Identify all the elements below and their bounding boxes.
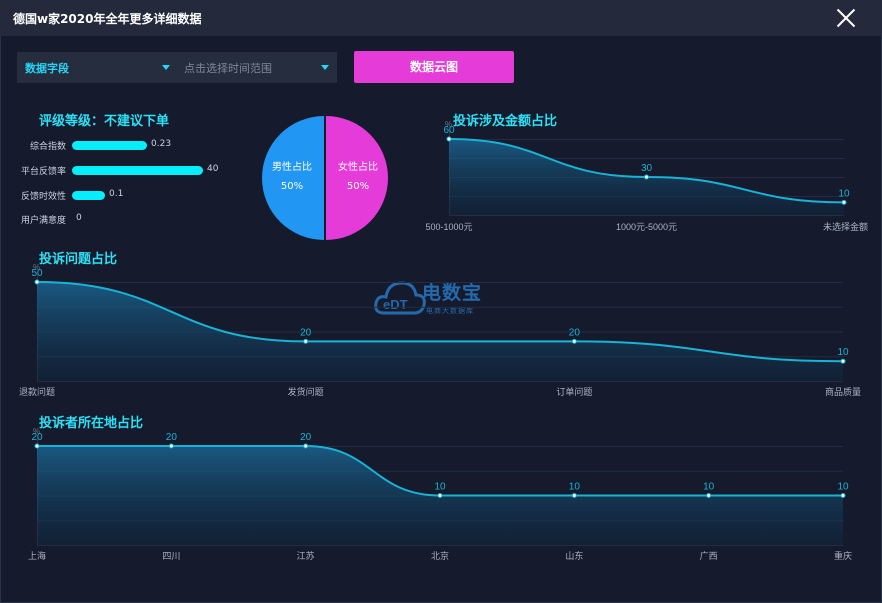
y-unit-label: % <box>445 120 452 129</box>
data-point <box>168 443 174 449</box>
data-label: 20 <box>166 432 178 443</box>
y-unit-label: % <box>33 427 40 436</box>
data-point <box>706 493 712 498</box>
x-tick-label: 退款问题 <box>19 386 55 397</box>
watermark-logo-text: eDT <box>383 297 408 312</box>
x-tick-label: 未选择金额 <box>823 221 868 232</box>
watermark-logo: eDT 电数宝 电商大数据库 <box>374 273 514 323</box>
y-unit-label: % <box>33 263 40 272</box>
data-point <box>840 358 846 364</box>
rating-row: 综合指数 0.23 <box>0 139 260 153</box>
chart-title-amount: 投诉涉及金额占比 <box>453 114 558 129</box>
x-tick-label: 上海 <box>28 550 46 561</box>
data-label: 10 <box>703 482 715 493</box>
gender-pie-chart <box>262 116 388 240</box>
data-cloud-button[interactable]: 数据云图 <box>354 51 514 83</box>
x-tick-label: 广西 <box>700 550 718 561</box>
chart-title-issue: 投诉问题占比 <box>39 252 118 267</box>
pie-female-value: 50% <box>346 181 370 192</box>
rating-label: 反馈时效性 <box>20 192 66 202</box>
data-point <box>34 443 40 449</box>
x-tick-label: 1000元-5000元 <box>616 222 677 232</box>
rating-title: 评级等级：不建议下单 <box>39 114 170 129</box>
x-tick-label: 发货问题 <box>288 386 324 397</box>
rating-row: 平台反馈率 40 <box>0 164 260 178</box>
data-label: 10 <box>837 482 849 493</box>
x-tick-label: 500-1000元 <box>425 222 472 232</box>
data-point <box>571 493 577 498</box>
watermark-subtitle: 电商大数据库 <box>426 307 474 315</box>
data-point <box>840 493 846 498</box>
series-line <box>36 281 844 363</box>
issue-area-chart: %50 退款问题 20 发货问题 20 订单问题 10 商品质量 <box>19 263 861 397</box>
data-label: 10 <box>569 482 581 493</box>
field-select[interactable]: 数据字段 <box>25 62 69 75</box>
rating-row: 用户满意度 0 <box>0 213 260 227</box>
rating-row: 反馈时效性 0.1 <box>0 189 260 203</box>
time-range-select[interactable]: 点击选择时间范围 <box>184 62 272 75</box>
data-point <box>437 493 443 498</box>
title-bar: 德国w家2020年全年更多详细数据 <box>0 0 882 36</box>
rating-value: 0.23 <box>151 139 172 149</box>
data-label: 60 <box>443 125 455 136</box>
data-point <box>446 136 452 142</box>
rating-bar <box>72 191 105 200</box>
pie-female-label: 女性占比 <box>338 162 378 173</box>
data-label: 20 <box>31 432 43 443</box>
close-icon[interactable] <box>834 6 858 30</box>
rating-label: 综合指数 <box>29 142 66 152</box>
rating-label: 平台反馈率 <box>20 167 66 177</box>
chart-title-location: 投诉者所在地占比 <box>39 416 144 431</box>
data-label: 10 <box>434 482 446 493</box>
rating-label: 用户满意度 <box>20 216 66 226</box>
watermark-name: 电数宝 <box>422 282 483 304</box>
pie-male-value: 50% <box>280 181 304 192</box>
x-tick-label: 山东 <box>565 550 583 561</box>
data-label: 30 <box>641 163 653 174</box>
data-label: 10 <box>838 188 850 199</box>
data-point <box>34 279 40 285</box>
data-label: 50 <box>31 268 43 279</box>
rating-value: 0 <box>76 213 82 223</box>
filter-bar: 数据字段 点击选择时间范围 <box>17 52 337 83</box>
rating-bar <box>72 141 147 150</box>
x-tick-label: 订单问题 <box>556 386 592 397</box>
chevron-down-icon[interactable] <box>321 65 329 70</box>
data-point <box>644 174 649 180</box>
data-label: 20 <box>300 432 312 443</box>
x-tick-label: 江苏 <box>297 550 315 561</box>
data-point <box>841 199 847 205</box>
rating-value: 40 <box>207 164 219 174</box>
x-tick-label: 商品质量 <box>825 386 861 397</box>
rating-bar <box>72 166 203 175</box>
x-tick-label: 四川 <box>162 551 180 561</box>
pie-slice-male <box>262 116 324 240</box>
pie-male-label: 男性占比 <box>272 162 312 173</box>
data-point <box>303 338 309 344</box>
data-point <box>303 443 309 449</box>
chevron-down-icon[interactable] <box>162 65 170 70</box>
data-point <box>571 338 577 344</box>
data-label: 10 <box>837 347 849 358</box>
data-label: 20 <box>569 327 581 338</box>
x-tick-label: 北京 <box>431 550 449 561</box>
cloud-logo-icon: eDT <box>374 281 426 315</box>
amount-area-chart: %60 500-1000元 30 1000元-5000元 10 未选择金额 <box>425 120 868 232</box>
x-tick-label: 重庆 <box>834 550 852 561</box>
data-label: 20 <box>300 327 312 338</box>
dialog-title: 德国w家2020年全年更多详细数据 <box>13 12 202 26</box>
rating-value: 0.1 <box>109 189 124 199</box>
area-fill <box>37 282 843 381</box>
pie-slice-female <box>326 116 388 240</box>
